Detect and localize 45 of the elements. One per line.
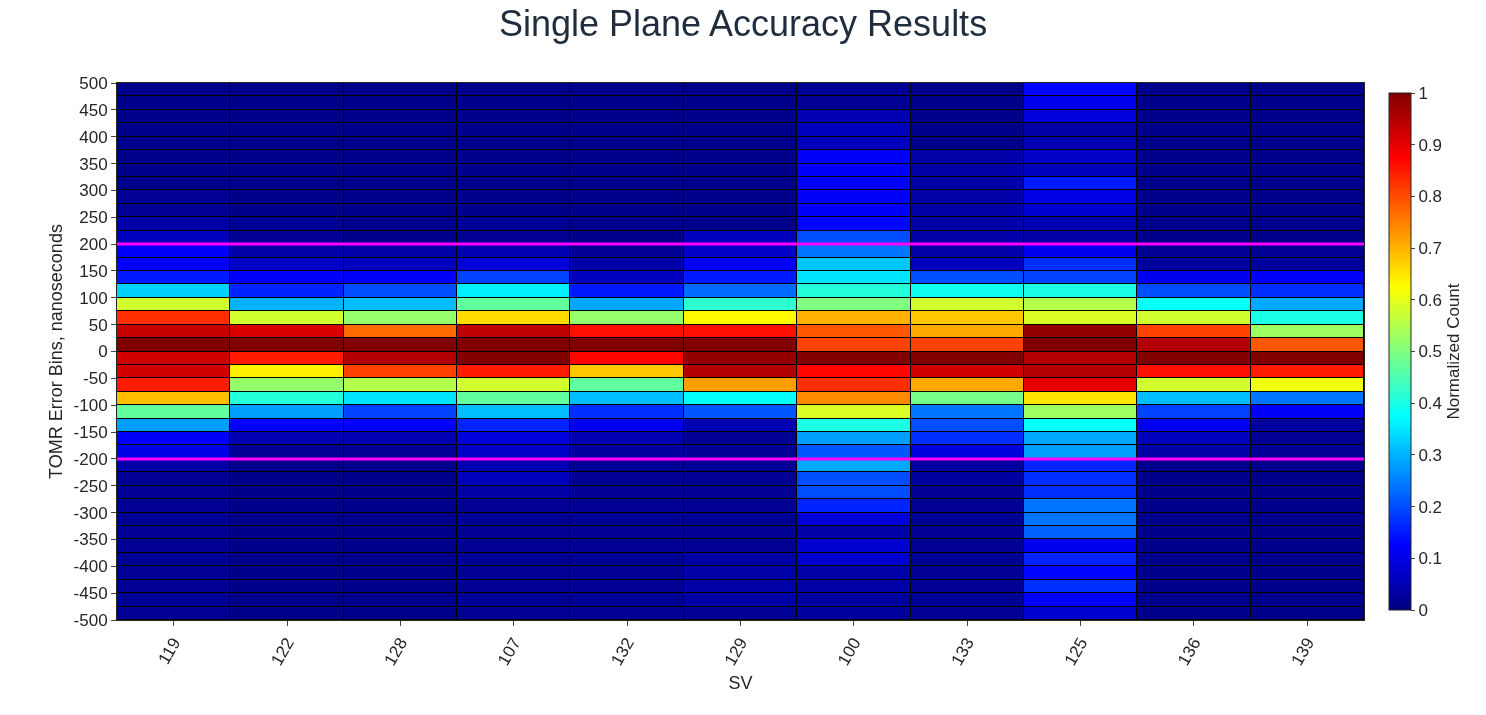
- y-tick-label: -350: [73, 530, 108, 550]
- x-tick-label: 139: [1287, 634, 1319, 669]
- x-tick-label: 100: [834, 634, 865, 669]
- color-bar-label: 0.8: [1418, 187, 1443, 207]
- x-tick-label: 129: [720, 634, 752, 669]
- x-tick-label: 132: [607, 634, 638, 669]
- y-tick-label: -100: [73, 396, 108, 416]
- chart-title: Single Plane Accuracy Results: [498, 2, 988, 44]
- x-tick-label: 133: [947, 634, 979, 669]
- color-bar-label: 0.1: [1418, 549, 1443, 569]
- y-tick-label: -400: [73, 557, 108, 577]
- x-tick-label: 136: [1174, 634, 1205, 669]
- y-tick-label: 500: [79, 73, 108, 93]
- y-tick-label: -450: [73, 584, 108, 604]
- color-bar-label: 0.4: [1418, 394, 1443, 414]
- color-bar-label: 0.2: [1418, 497, 1443, 517]
- x-tick-label: 119: [154, 634, 185, 668]
- x-axis-title: SV: [728, 672, 753, 693]
- color-bar-label: 1: [1418, 83, 1428, 103]
- y-tick-label: 250: [79, 208, 108, 228]
- y-tick-label: -150: [73, 423, 108, 442]
- color-bar-label: 0: [1418, 600, 1428, 620]
- y-tick-label: -300: [73, 503, 108, 523]
- y-tick-label: 150: [79, 261, 108, 281]
- y-tick-label: 0: [98, 342, 108, 362]
- color-bar-label: 0.9: [1418, 135, 1443, 155]
- y-tick-label: -50: [83, 369, 108, 389]
- y-tick-label: 300: [79, 181, 108, 201]
- x-tick-label: 128: [380, 634, 412, 669]
- y-tick-label: -250: [73, 476, 108, 496]
- color-bar-label: 0.7: [1418, 239, 1443, 259]
- y-tick-label: 50: [88, 315, 108, 335]
- y-axis-title: TOMR Error Bins, nanoseconds: [45, 224, 66, 479]
- color-bar-label: 0.6: [1418, 290, 1443, 310]
- y-tick-label: 200: [79, 235, 108, 255]
- color-bar-title: Normalized Count: [1444, 283, 1464, 420]
- y-tick-label: -200: [73, 449, 108, 469]
- y-tick-label: 100: [79, 288, 108, 308]
- color-bar-label: 0.3: [1418, 445, 1443, 465]
- y-tick-label: -500: [73, 610, 108, 630]
- y-tick-label: 400: [79, 127, 108, 147]
- x-tick-label: 122: [267, 634, 298, 669]
- y-tick-label: 350: [79, 154, 108, 174]
- color-bar-label: 0.5: [1418, 342, 1443, 362]
- y-tick-label: 450: [79, 100, 108, 120]
